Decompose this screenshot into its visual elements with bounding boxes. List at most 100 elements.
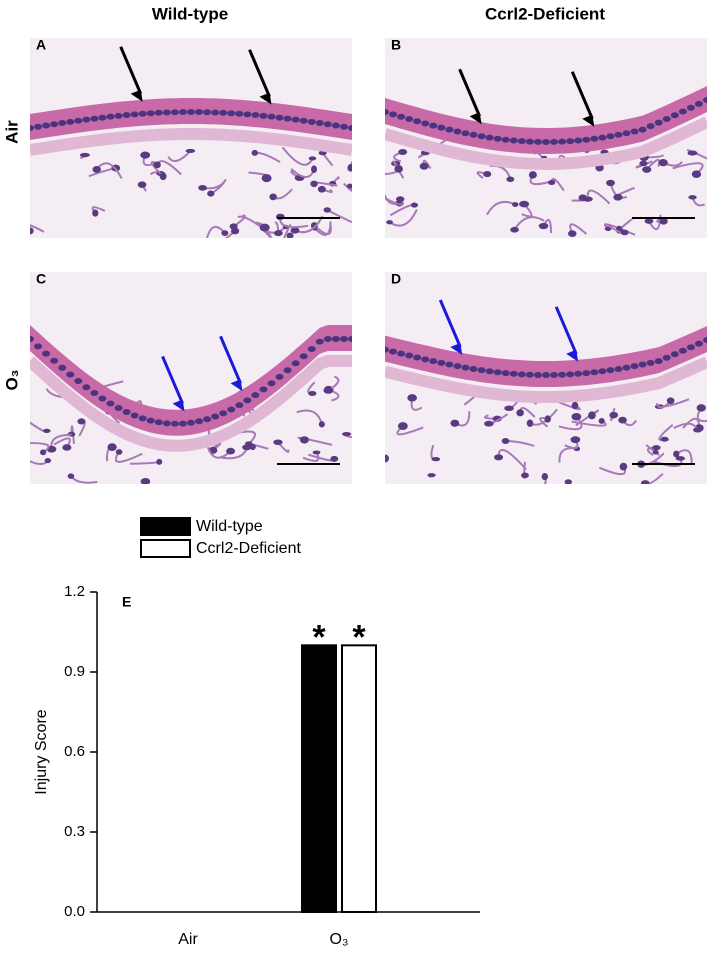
nucleus (614, 131, 623, 138)
nucleus (694, 340, 703, 347)
nucleus (259, 223, 270, 232)
nucleus (398, 148, 408, 156)
nucleus (606, 367, 615, 374)
nucleus (512, 202, 519, 208)
nucleus (493, 135, 502, 142)
nucleus (606, 179, 615, 187)
nucleus (590, 135, 599, 142)
nucleus (267, 113, 276, 120)
nucleus (251, 392, 260, 399)
panel-label: C (36, 271, 46, 287)
epithelium (30, 325, 352, 436)
y-axis-label: Injury Score (33, 709, 50, 794)
nucleus (694, 100, 703, 107)
nucleus (42, 122, 51, 129)
nucleus (662, 115, 671, 122)
nucleus (570, 436, 581, 444)
nucleus (691, 170, 702, 178)
nucleus (453, 363, 462, 370)
nucleus (274, 230, 283, 237)
micrograph: D (385, 271, 707, 484)
nucleus (243, 397, 252, 404)
bar-chart: 0.0 0.3 0.6 0.9 1.2 Injury Score E Air O₃ * * Wild-… (33, 517, 480, 948)
nucleus (533, 371, 542, 378)
nucleus (558, 138, 567, 145)
nucleus (675, 456, 686, 461)
nucleus (50, 121, 59, 128)
nucleus (323, 121, 332, 128)
nucleus (308, 156, 317, 161)
nucleus (114, 404, 123, 411)
nucleus (501, 136, 510, 143)
nucleus (528, 171, 537, 179)
tissue (385, 38, 707, 238)
nucleus (654, 358, 663, 365)
nucleus (198, 185, 207, 191)
legend-swatch (140, 539, 191, 558)
nucleus (598, 134, 607, 141)
nucleus (646, 123, 655, 130)
alveolar-wall (114, 451, 143, 463)
legend-label: Wild-type (196, 518, 263, 535)
nucleus (154, 109, 163, 116)
nucleus (170, 109, 179, 116)
nucleus (477, 367, 486, 374)
nucleus (66, 371, 75, 378)
nucleus (227, 406, 236, 413)
nucleus (235, 110, 244, 117)
nucleus (394, 165, 403, 173)
nucleus (550, 371, 559, 378)
nucleus (66, 118, 75, 125)
nucleus (315, 338, 324, 345)
nucleus (317, 185, 326, 193)
nucleus (339, 123, 348, 130)
nucleus (219, 410, 228, 417)
nucleus (506, 176, 515, 183)
nucleus (385, 109, 389, 115)
nucleus (469, 131, 478, 138)
nucleus (582, 196, 593, 202)
nucleus (159, 172, 167, 181)
nucleus (178, 109, 187, 116)
nucleus (162, 109, 171, 116)
nucleus (170, 420, 179, 427)
nucleus (453, 128, 462, 135)
nucleus (622, 364, 631, 371)
nucleus (43, 428, 51, 433)
nucleus (50, 357, 59, 364)
nucleus (566, 371, 575, 378)
nucleus (510, 226, 519, 233)
nucleus (330, 455, 339, 462)
nucleus (130, 412, 139, 419)
nucleus (98, 114, 107, 121)
nucleus (82, 116, 91, 123)
nucleus (526, 419, 534, 427)
nucleus (34, 343, 43, 350)
nucleus (267, 380, 276, 387)
nucleus (269, 193, 277, 201)
nucleus (678, 108, 687, 115)
nucleus (666, 397, 675, 405)
significance-marker: * (352, 618, 366, 656)
epithelium (385, 326, 707, 387)
nucleus (395, 196, 405, 202)
nucleus (613, 193, 623, 201)
y-tick-label: 1.2 (64, 583, 85, 600)
arrow (554, 306, 578, 355)
nucleus (558, 371, 567, 378)
alveolar-wall (283, 223, 292, 238)
nucleus (469, 365, 478, 372)
nucleus (501, 370, 510, 377)
nucleus (162, 420, 171, 427)
nucleus (421, 120, 430, 127)
nucleus (413, 354, 422, 361)
alveolar-wall (281, 146, 314, 166)
nucleus (397, 350, 406, 357)
nucleus (291, 360, 300, 367)
nucleus (598, 417, 605, 424)
nucleus (461, 130, 470, 137)
nucleus (622, 130, 631, 137)
nucleus (348, 336, 352, 342)
nucleus (517, 371, 526, 378)
nucleus (229, 223, 238, 230)
